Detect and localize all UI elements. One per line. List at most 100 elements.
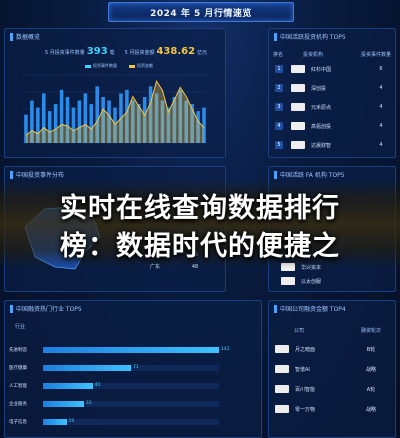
events-bar — [148, 86, 153, 143]
investor-logo — [291, 122, 305, 130]
company-logo — [275, 345, 289, 353]
investor-row: 2 深创投 4 — [275, 84, 389, 92]
companies-panel: 中国公司融资金额 TOP4 公司 融资轮次 月之暗面 B轮 智谱AI 战略 百川… — [268, 300, 396, 438]
investor-row: 3 元禾原点 4 — [275, 103, 389, 111]
events-bar — [47, 111, 52, 143]
chart-legend: 投资事件数量 投资金额 — [85, 63, 153, 69]
industry-header: 行业 — [15, 324, 26, 330]
rank-badge: 5 — [275, 141, 283, 149]
industry-bar-row: 先进制造 142 — [9, 347, 230, 353]
investor-name: 红杉中国 — [311, 66, 332, 73]
events-bar — [154, 93, 159, 143]
events-bar — [131, 100, 135, 143]
events-bar — [160, 100, 165, 143]
events-bar — [59, 89, 64, 143]
company-logo — [275, 405, 289, 413]
company-logo — [275, 365, 289, 373]
company-name: 零一万物 — [295, 406, 316, 413]
industry-value: 40 — [94, 383, 101, 388]
events-bar — [202, 107, 206, 143]
industry-bar-row: 人工智能 40 — [9, 383, 219, 389]
investor-count: 4 — [379, 123, 383, 129]
amount-line — [25, 79, 205, 136]
investors-title: 中国活跃投资机构 TOP5 — [274, 32, 346, 41]
industry-label: 电子信息 — [9, 420, 27, 425]
industry-value: 33 — [85, 401, 92, 406]
industry-value: 142 — [221, 347, 230, 352]
legend-events: 投资事件数量 — [85, 63, 117, 69]
fa-row: 以太创服 — [273, 277, 391, 285]
industry-track: 40 — [43, 383, 219, 389]
company-name: 百川智能 — [295, 386, 316, 393]
industry-track: 19 — [43, 419, 219, 425]
company-name: 月之暗面 — [295, 346, 316, 353]
companies-title: 中国公司融资金额 TOP4 — [274, 304, 346, 313]
stat-amount: 5 月投资金额 438.62 亿元 — [124, 46, 208, 57]
events-bar — [136, 104, 141, 143]
industry-panel: 中国融资热门行业 TOP5 行业 先进制造 142 医疗健康 71 人工智能 4… — [4, 300, 262, 438]
investor-count: 4 — [379, 142, 383, 148]
investors-header: 排名 投资机构 投资事件数量 — [273, 52, 391, 58]
industry-title: 中国融资热门行业 TOP5 — [10, 304, 82, 313]
investor-logo — [291, 84, 305, 92]
industry-bar — [43, 383, 93, 389]
company-row: 零一万物 战略 — [273, 405, 391, 413]
events-bar — [107, 100, 111, 143]
investor-name: 元禾原点 — [311, 104, 332, 111]
events-bar — [172, 96, 177, 143]
industry-label: 人工智能 — [9, 384, 27, 389]
investor-name: 达晨财智 — [311, 142, 332, 149]
industry-label: 医疗健康 — [9, 366, 27, 371]
overview-chart — [23, 74, 207, 144]
events-bar — [125, 89, 129, 143]
investor-logo — [291, 103, 305, 111]
events-bar — [36, 107, 40, 143]
events-bar — [30, 100, 34, 143]
investor-logo — [291, 141, 305, 149]
rank-badge: 1 — [275, 65, 283, 73]
company-name: 智谱AI — [295, 366, 310, 373]
investor-row: 1 红杉中国 6 — [275, 65, 389, 73]
rank-badge: 3 — [275, 103, 283, 111]
industry-value: 19 — [68, 419, 75, 424]
investor-name: 高瓴创投 — [311, 123, 332, 130]
industry-bar-row: 企业服务 33 — [9, 401, 219, 407]
headline-line-2: 榜：数据时代的便捷之 — [60, 231, 340, 262]
investor-count: 4 — [379, 85, 383, 91]
events-bar — [166, 107, 171, 143]
events-bar — [95, 86, 99, 143]
companies-header: 公司 融资轮次 — [293, 328, 381, 334]
investor-name: 深创投 — [311, 85, 327, 92]
investor-row: 5 达晨财智 4 — [275, 141, 389, 149]
industry-bar — [43, 347, 219, 353]
investor-count: 4 — [379, 104, 383, 110]
headline-line-1: 实时在线查询数据排行 — [60, 193, 340, 224]
industry-track: 71 — [43, 365, 219, 371]
industry-value: 71 — [133, 365, 139, 370]
events-bar — [184, 100, 189, 143]
events-bar — [65, 96, 70, 143]
events-bar — [53, 104, 58, 143]
industry-label: 企业服务 — [9, 402, 27, 407]
events-bar — [101, 96, 105, 143]
investor-count: 6 — [379, 66, 383, 72]
investors-panel: 中国活跃投资机构 TOP5 排名 投资机构 投资事件数量 1 红杉中国 6 2 深… — [268, 28, 396, 158]
investor-row: 4 高瓴创投 4 — [275, 122, 389, 130]
fa-title: 中国活跃 FA 机构 TOP5 — [274, 170, 345, 179]
dashboard-title: 2024 年 5 月行情速览 — [150, 8, 252, 19]
company-round: 战略 — [365, 406, 376, 413]
rank-badge: 4 — [275, 122, 283, 130]
company-round: A轮 — [366, 386, 376, 393]
dashboard-header: 2024 年 5 月行情速览 — [108, 2, 294, 22]
events-bar — [77, 100, 82, 143]
events-bar — [113, 107, 117, 143]
industry-bar-row: 电子信息 19 — [9, 419, 219, 425]
events-bar — [196, 111, 200, 143]
events-bar — [24, 114, 28, 143]
industry-label: 先进制造 — [9, 348, 27, 353]
amount-area — [25, 81, 205, 143]
company-logo — [275, 385, 289, 393]
company-row: 百川智能 A轮 — [273, 385, 391, 393]
events-bar — [142, 96, 147, 143]
rank-badge: 2 — [275, 84, 283, 92]
